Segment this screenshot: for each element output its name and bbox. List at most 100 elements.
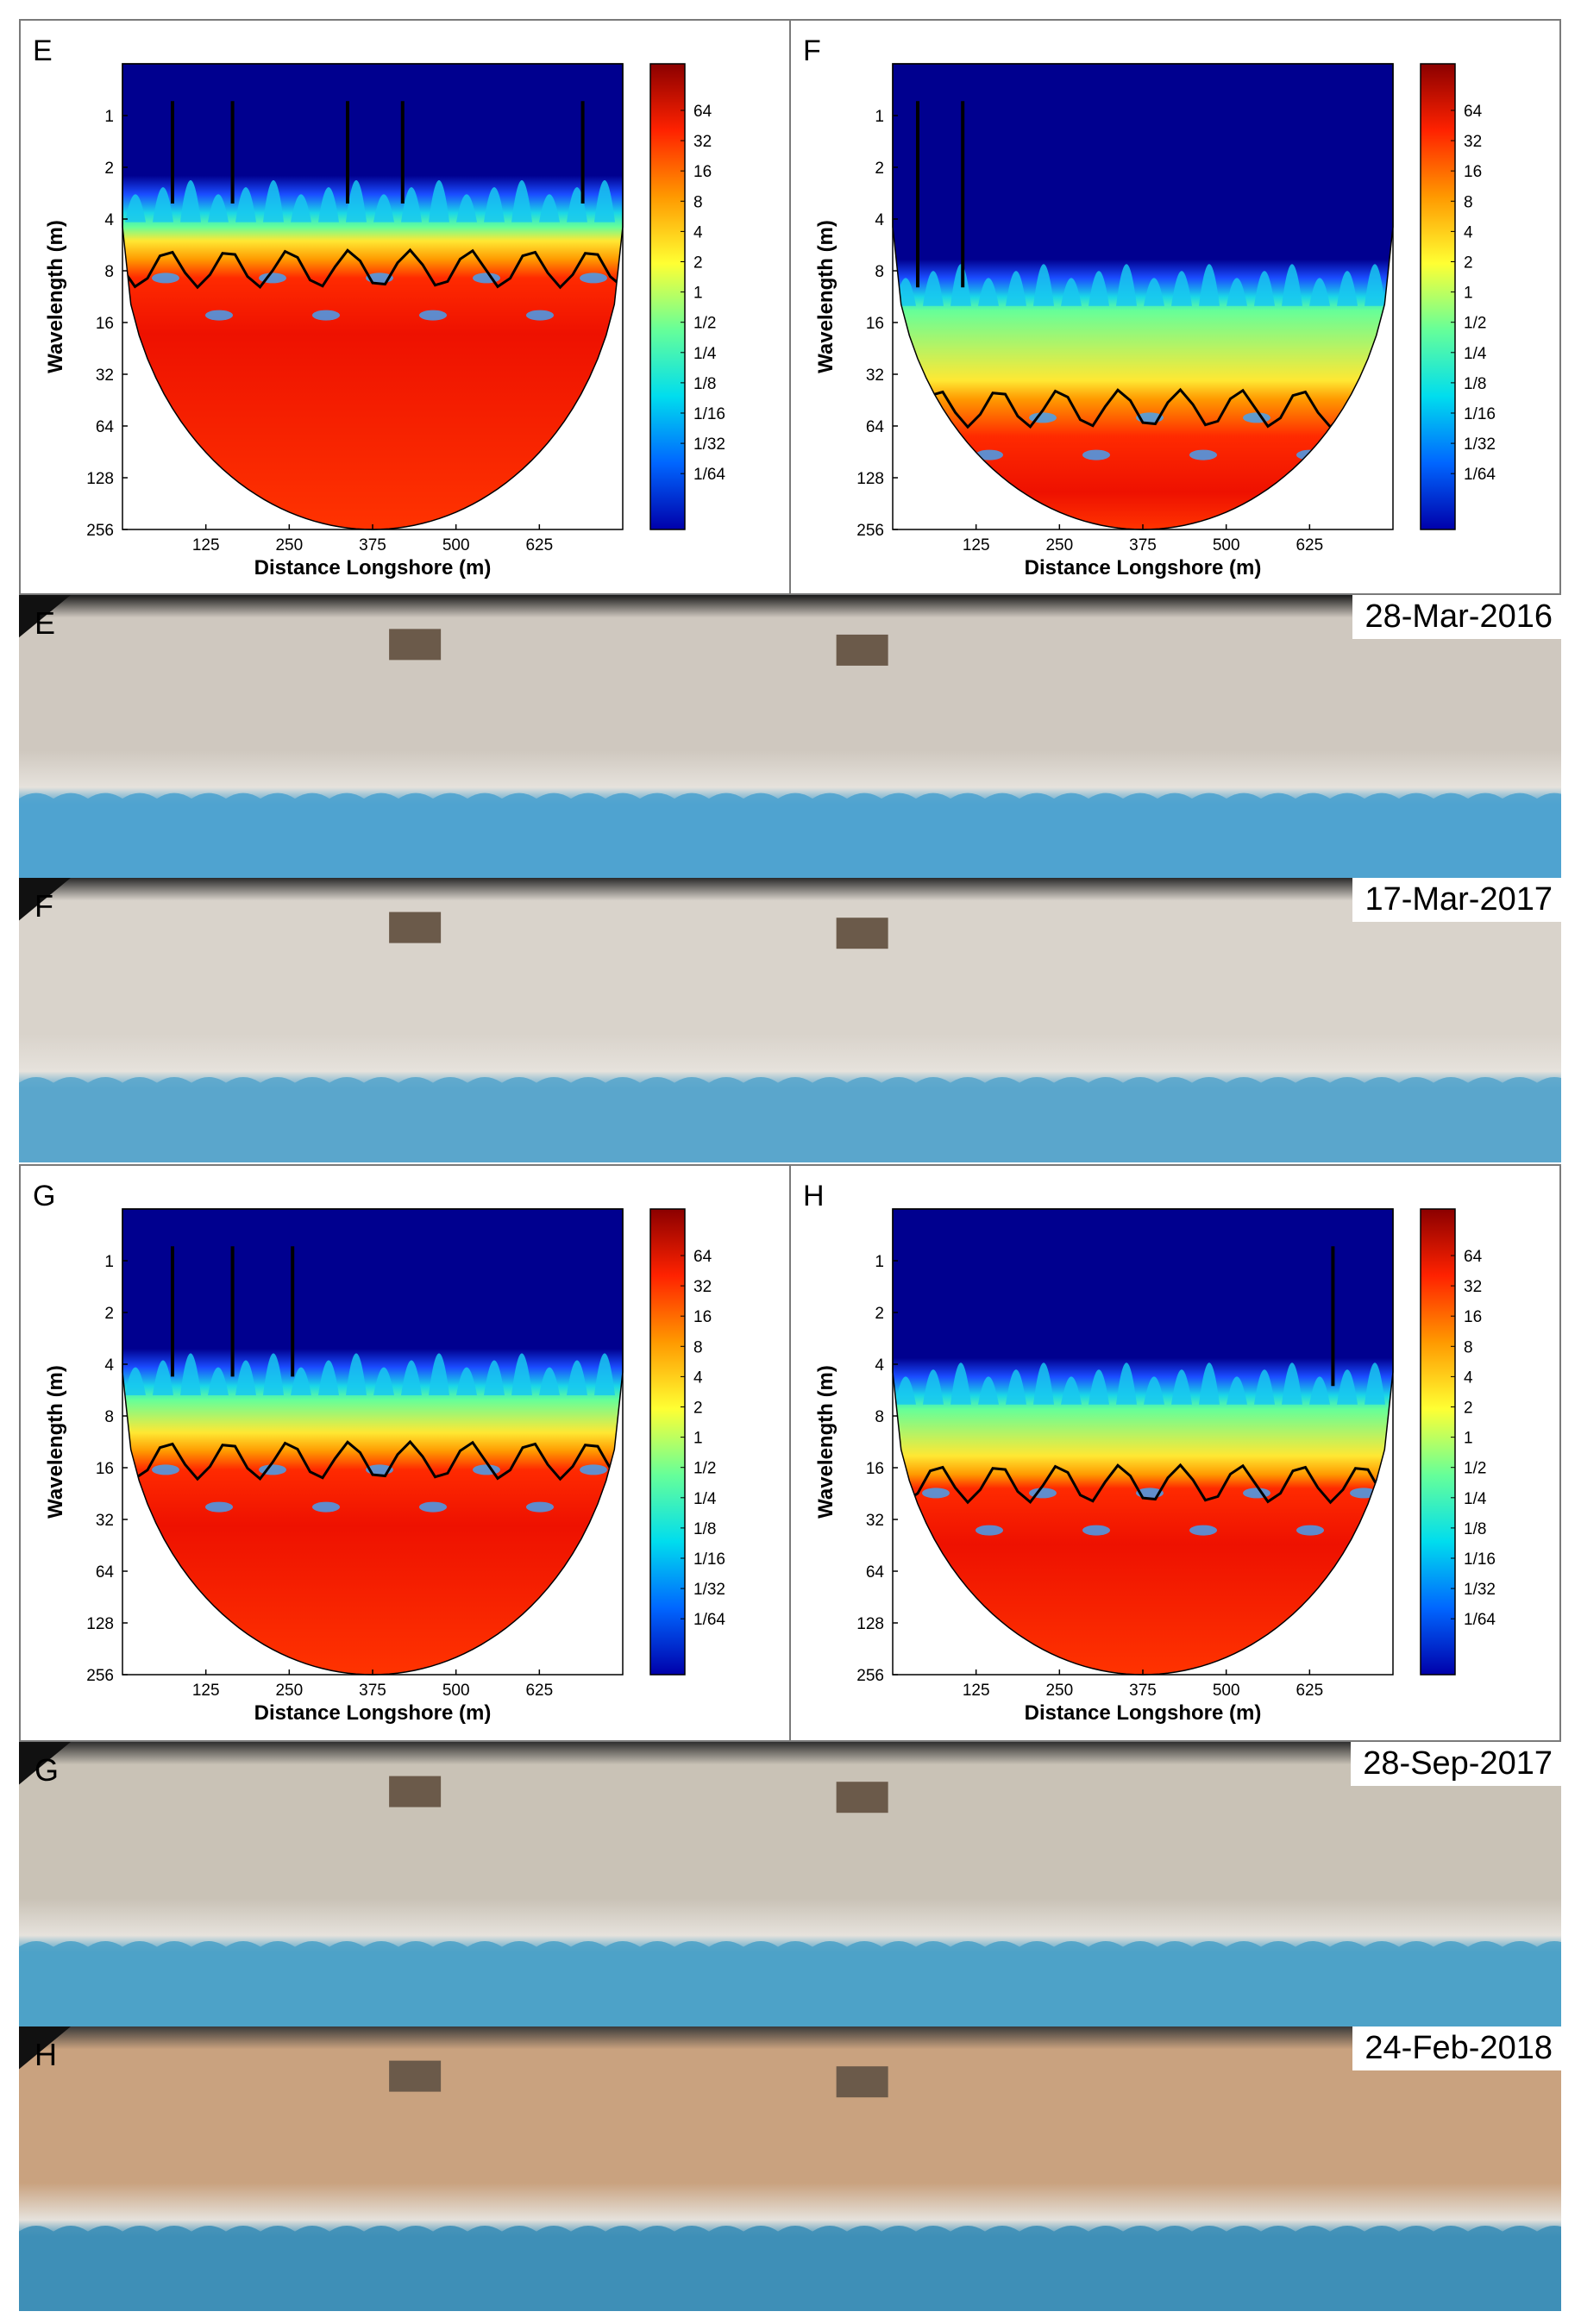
power-spot [1350,412,1377,423]
colorbar-tick-label: 2 [1464,1400,1473,1418]
power-spike [1254,1369,1275,1405]
colorbar-tick-label: 1/4 [1464,1490,1487,1508]
power-spike [539,194,560,222]
colorbar-tick-label: 1/64 [1464,466,1496,484]
power-spike [235,1360,256,1395]
y-tick-label: 256 [856,1667,884,1685]
power-spike [1254,271,1275,306]
colorbar-tick-label: 1/4 [693,345,717,363]
power-spot [1189,449,1217,460]
colorbar-tick-label: 64 [693,103,712,121]
power-spike [1199,264,1220,306]
power-spike [1006,1369,1026,1405]
shoreline-water [19,1941,1561,2026]
power-spike [511,1353,532,1395]
power-spike [291,1367,311,1395]
power-spike [484,187,505,222]
colorbar-tick-label: 1/2 [1464,315,1486,333]
power-spike [1227,278,1247,306]
scalogram-panel-f-box: 1 2 4 8 16 32 64 128 256 125 250 375 500 625 Distance … [789,19,1561,595]
power-spike [978,278,999,306]
y-axis-label: Wavelength (m) [814,1365,838,1519]
photo-corner-shadow [19,878,71,921]
photo-g-image [19,1742,1561,2026]
y-tick-label: 16 [96,1460,114,1478]
beach-building [836,1782,888,1813]
panel-letter: H [803,1180,825,1212]
power-spike [373,194,394,222]
significance-contour [122,1439,623,1481]
y-tick-label: 2 [875,1305,884,1323]
power-spot [1296,1525,1324,1536]
photo-e-image [19,595,1561,878]
colorbar-tick-label: 1/2 [693,315,716,333]
y-tick-label: 16 [96,315,114,333]
beach-building [389,2060,442,2092]
colorbar-tick-label: 64 [1464,103,1483,121]
y-tick-label: 64 [96,1563,115,1582]
y-tick-label: 32 [866,1512,884,1530]
power-spike [1116,1362,1137,1405]
colorbar-tick-label: 1/2 [1464,1460,1486,1478]
colorbar-tick-label: 32 [1464,133,1482,151]
y-tick-label: 2 [104,1305,114,1323]
x-tick-label: 375 [1129,1682,1157,1700]
significance-contour [122,247,623,290]
x-axis-label: Distance Longshore (m) [254,556,492,579]
power-field [893,1209,1393,1675]
power-spot [312,1501,340,1513]
power-spot [922,412,950,423]
x-tick-label: 125 [963,536,990,554]
photo-e-date: 28-Mar-2016 [1352,595,1561,639]
colorbar [1420,63,1456,530]
y-tick-label: 2 [104,160,114,178]
power-spot [526,1501,554,1513]
colorbar-tick-label: 32 [1464,1278,1482,1296]
power-spike [401,187,422,222]
colorbar-tick-label: 1/64 [1464,1611,1496,1629]
colorbar [1420,1208,1456,1676]
power-spike [1337,1369,1358,1405]
colorbar-tick-label: 4 [1464,1369,1473,1387]
colorbar-tick-label: 1/32 [693,1581,725,1599]
power-spike [429,180,449,222]
y-tick-label: 1 [104,108,114,126]
photo-corner-shadow [19,2026,71,2070]
x-tick-label: 250 [275,1682,303,1700]
photo-corner-shadow [19,1742,71,1785]
colorbar-tick-label: 1/8 [1464,1520,1486,1538]
power-spike [1089,271,1109,306]
power-spike [180,180,201,222]
photo-h-letter: H [35,2037,57,2072]
shoreline-water [19,1077,1561,1162]
x-tick-label: 375 [1129,536,1157,554]
colorbar-tick-label: 1/64 [693,1611,725,1629]
x-tick-label: 125 [192,536,220,554]
power-spike [1282,264,1302,306]
photo-strip-f: F 17-Mar-2017 [19,878,1561,1162]
power-spike [1282,1362,1302,1405]
colorbar-tick-label: 1/32 [1464,1581,1496,1599]
power-spike [346,180,367,222]
x-axis-label: Distance Longshore (m) [254,1701,492,1725]
x-tick-label: 500 [442,1682,470,1700]
photo-g-letter: G [35,1752,60,1788]
colorbar-tick-label: 4 [693,223,703,241]
power-spike [1116,264,1137,306]
power-spot [312,310,340,321]
photo-strip-g: G 28-Sep-2017 [19,1742,1561,2026]
y-tick-label: 64 [866,418,885,436]
colorbar-tick-label: 1/16 [693,405,725,423]
power-spike [1171,1369,1192,1405]
colorbar-tick-label: 1/16 [1464,405,1496,423]
photo-f-image [19,878,1561,1162]
power-spot [976,449,1003,460]
colorbar-tick-label: 16 [693,163,712,181]
power-spike [1337,271,1358,306]
beach-building [389,629,442,661]
photo-h-date: 24-Feb-2018 [1352,2026,1561,2070]
photo-g-date: 28-Sep-2017 [1351,1742,1561,1786]
x-tick-label: 625 [1296,536,1323,554]
power-spike [1144,1376,1164,1405]
colorbar-tick-label: 1/32 [1464,435,1496,454]
